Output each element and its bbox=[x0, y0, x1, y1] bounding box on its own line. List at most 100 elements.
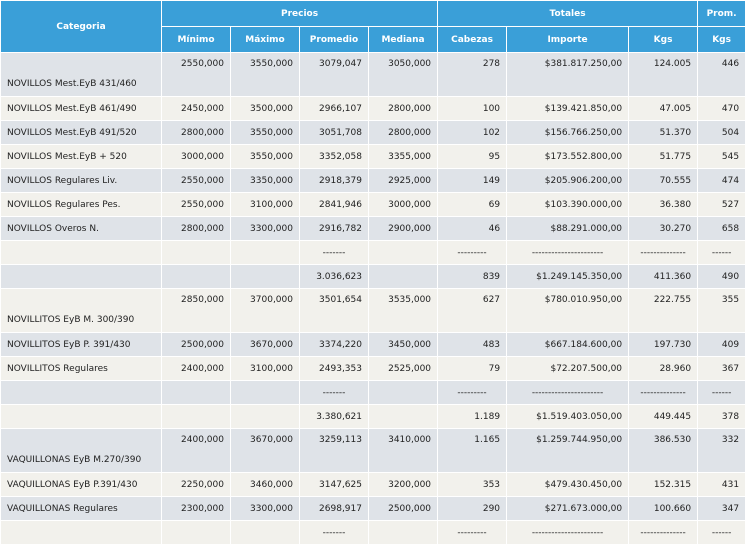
row-promedio: ------- bbox=[300, 381, 369, 405]
row-kgs: 30.270 bbox=[629, 217, 698, 241]
row-prom-kgs: 527 bbox=[698, 193, 745, 217]
row-importe: $271.673.000,00 bbox=[507, 497, 629, 521]
row-minimo: 2400,000 bbox=[162, 357, 231, 381]
row-mediana bbox=[369, 265, 438, 289]
row-promedio: 2918,379 bbox=[300, 169, 369, 193]
row-importe: $139.421.850,00 bbox=[507, 97, 629, 121]
row-cabezas: 483 bbox=[438, 333, 507, 357]
row-cabezas: 69 bbox=[438, 193, 507, 217]
row-importe: ---------------------- bbox=[507, 381, 629, 405]
row-kgs: 47.005 bbox=[629, 97, 698, 121]
row-prom-kgs: 378 bbox=[698, 405, 745, 429]
row-maximo: 3700,000 bbox=[231, 289, 300, 333]
row-importe: $780.010.950,00 bbox=[507, 289, 629, 333]
header-prom: Prom. bbox=[698, 1, 745, 27]
row-prom-kgs: ------ bbox=[698, 241, 745, 265]
row-promedio: 3.380,621 bbox=[300, 405, 369, 429]
row-cabezas: 79 bbox=[438, 357, 507, 381]
row-maximo: 3460,000 bbox=[231, 473, 300, 497]
row-minimo: 2800,000 bbox=[162, 121, 231, 145]
row-mediana: 2925,000 bbox=[369, 169, 438, 193]
row-maximo bbox=[231, 265, 300, 289]
row-categoria bbox=[1, 405, 162, 429]
row-importe: $381.817.250,00 bbox=[507, 53, 629, 97]
row-minimo: 2850,000 bbox=[162, 289, 231, 333]
row-maximo: 3100,000 bbox=[231, 193, 300, 217]
table-row: ----------------------------------------… bbox=[1, 381, 745, 405]
row-minimo: 2550,000 bbox=[162, 53, 231, 97]
row-importe: $1.249.145.350,00 bbox=[507, 265, 629, 289]
row-categoria: NOVILLITOS Regulares bbox=[1, 357, 162, 381]
row-mediana: 2800,000 bbox=[369, 97, 438, 121]
row-kgs: 36.380 bbox=[629, 193, 698, 217]
row-mediana: 3050,000 bbox=[369, 53, 438, 97]
row-categoria: NOVILLITOS EyB M. 300/390 bbox=[1, 289, 162, 333]
row-prom-kgs: 347 bbox=[698, 497, 745, 521]
row-maximo: 3100,000 bbox=[231, 357, 300, 381]
row-minimo: 3000,000 bbox=[162, 145, 231, 169]
row-mediana bbox=[369, 241, 438, 265]
row-importe: $88.291.000,00 bbox=[507, 217, 629, 241]
row-mediana: 2900,000 bbox=[369, 217, 438, 241]
row-categoria bbox=[1, 381, 162, 405]
row-cabezas: 100 bbox=[438, 97, 507, 121]
row-kgs: 449.445 bbox=[629, 405, 698, 429]
row-cabezas: 290 bbox=[438, 497, 507, 521]
row-importe: $173.552.800,00 bbox=[507, 145, 629, 169]
row-mediana: 3535,000 bbox=[369, 289, 438, 333]
row-prom-kgs: 431 bbox=[698, 473, 745, 497]
row-mediana: 3355,000 bbox=[369, 145, 438, 169]
row-prom-kgs: 332 bbox=[698, 429, 745, 473]
row-prom-kgs: 490 bbox=[698, 265, 745, 289]
row-prom-kgs: 367 bbox=[698, 357, 745, 381]
row-prom-kgs: 474 bbox=[698, 169, 745, 193]
row-promedio: 3259,113 bbox=[300, 429, 369, 473]
row-promedio: 2698,917 bbox=[300, 497, 369, 521]
row-prom-kgs: 446 bbox=[698, 53, 745, 97]
row-importe: $205.906.200,00 bbox=[507, 169, 629, 193]
row-minimo: 2800,000 bbox=[162, 217, 231, 241]
row-prom-kgs: 545 bbox=[698, 145, 745, 169]
row-promedio: 3051,708 bbox=[300, 121, 369, 145]
row-categoria: NOVILLITOS EyB P. 391/430 bbox=[1, 333, 162, 357]
row-minimo bbox=[162, 381, 231, 405]
row-maximo: 3550,000 bbox=[231, 53, 300, 97]
row-categoria: VAQUILLONAS EyB M.270/390 bbox=[1, 429, 162, 473]
row-maximo: 3300,000 bbox=[231, 217, 300, 241]
row-promedio: 2916,782 bbox=[300, 217, 369, 241]
row-cabezas: 149 bbox=[438, 169, 507, 193]
row-categoria: VAQUILLONAS EyB P.391/430 bbox=[1, 473, 162, 497]
row-mediana: 3000,000 bbox=[369, 193, 438, 217]
row-prom-kgs: ------ bbox=[698, 381, 745, 405]
header-importe: Importe bbox=[507, 27, 629, 53]
row-cabezas: --------- bbox=[438, 381, 507, 405]
row-categoria: NOVILLOS Mest.EyB 431/460 bbox=[1, 53, 162, 97]
row-promedio: 2966,107 bbox=[300, 97, 369, 121]
row-promedio: 3352,058 bbox=[300, 145, 369, 169]
row-prom-kgs: 658 bbox=[698, 217, 745, 241]
row-maximo bbox=[231, 241, 300, 265]
row-categoria bbox=[1, 241, 162, 265]
row-kgs: -------------- bbox=[629, 241, 698, 265]
row-minimo bbox=[162, 265, 231, 289]
row-kgs: 411.360 bbox=[629, 265, 698, 289]
row-cabezas: 95 bbox=[438, 145, 507, 169]
row-maximo: 3670,000 bbox=[231, 429, 300, 473]
row-cabezas: 1.165 bbox=[438, 429, 507, 473]
row-promedio: 3.036,623 bbox=[300, 265, 369, 289]
row-minimo: 2250,000 bbox=[162, 473, 231, 497]
row-prom-kgs: 409 bbox=[698, 333, 745, 357]
header-promedio: Promedio bbox=[300, 27, 369, 53]
row-promedio: 3501,654 bbox=[300, 289, 369, 333]
row-categoria: NOVILLOS Mest.EyB 461/490 bbox=[1, 97, 162, 121]
header-group-row: Categoria Precios Totales Prom. bbox=[1, 1, 745, 27]
row-importe: $1.259.744.950,00 bbox=[507, 429, 629, 473]
header-categoria: Categoria bbox=[1, 1, 162, 53]
